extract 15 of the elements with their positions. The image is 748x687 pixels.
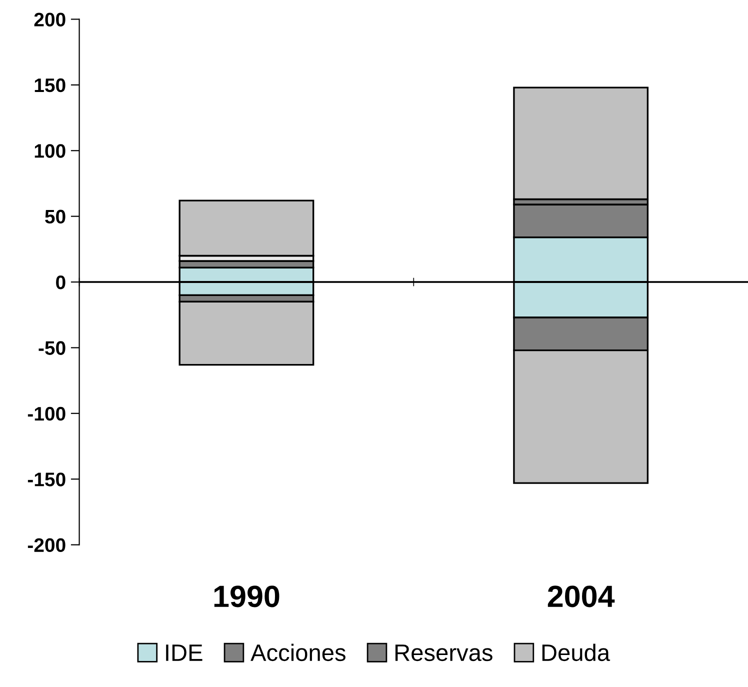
y-tick-label: -100 [28, 406, 66, 421]
legend-label: IDE [166, 644, 202, 661]
y-tick-label: 0 [56, 275, 66, 290]
y-tick-label: -50 [38, 341, 66, 355]
x-tick-label: 2004 [548, 586, 615, 608]
y-tick-label: 200 [34, 12, 66, 26]
legend-label: Reservas [395, 644, 492, 662]
y-tick-label: 50 [45, 210, 66, 224]
legend-label: Acciones [250, 644, 346, 662]
y-tick-label: 100 [34, 144, 66, 158]
legend-label: Deuda [542, 644, 610, 662]
y-tick-label: -200 [28, 538, 66, 552]
y-tick-label: -150 [28, 472, 66, 486]
y-tick-label: 150 [34, 78, 66, 92]
x-tick-label: 1990 [214, 586, 280, 608]
